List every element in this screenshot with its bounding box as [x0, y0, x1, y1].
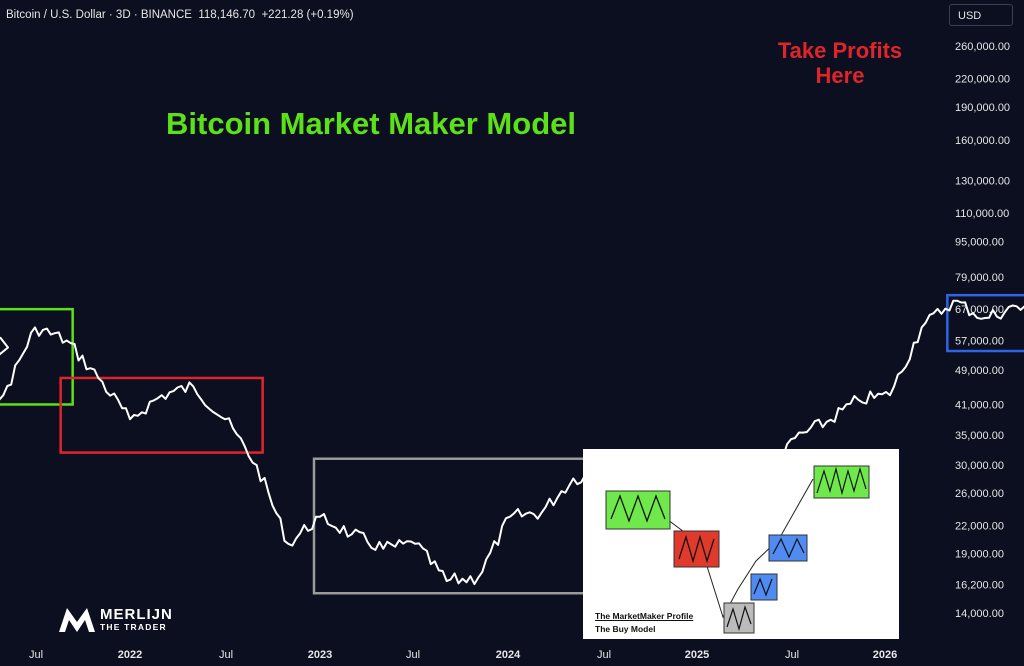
inset-blue-box-2 — [768, 534, 808, 562]
symbol-name: Bitcoin / U.S. Dollar · 3D · BINANCE — [6, 9, 192, 21]
y-tick-label: 260,000.00 — [955, 41, 1010, 53]
inset-subtitle: The Buy Model — [595, 624, 656, 634]
marketmaker-profile-inset: The MarketMaker Profile The Buy Model — [583, 449, 899, 639]
logo-name: MERLIJN — [100, 606, 173, 623]
y-tick-label: 41,000.00 — [955, 399, 1004, 411]
y-tick-label: 26,000.00 — [955, 488, 1004, 500]
x-tick-label: 2023 — [308, 649, 332, 661]
y-tick-label: 22,000.00 — [955, 520, 1004, 532]
y-tick-label: 57,000.00 — [955, 336, 1004, 348]
take-profits-line1: Take Profits — [777, 38, 903, 63]
x-tick-label: 2025 — [685, 649, 709, 661]
currency-button[interactable]: USD — [949, 4, 1013, 26]
inset-green-box-left — [605, 490, 671, 530]
x-tick-label: Jul — [219, 649, 233, 661]
symbol-header: Bitcoin / U.S. Dollar · 3D · BINANCE 118… — [6, 9, 354, 21]
take-profits-line2: Here — [815, 63, 865, 88]
y-tick-label: 95,000.00 — [955, 236, 1004, 248]
inset-blue-box-1 — [750, 573, 778, 601]
y-tick-label: 79,000.00 — [955, 272, 1004, 284]
red-range-box — [59, 376, 264, 454]
y-tick-label: 30,000.00 — [955, 460, 1004, 472]
y-tick-label: 130,000.00 — [955, 176, 1010, 188]
x-tick-label: 2026 — [873, 649, 897, 661]
x-tick-label: Jul — [597, 649, 611, 661]
y-tick-label: 110,000.00 — [955, 208, 1009, 220]
price-change: +221.28 (+0.19%) — [261, 9, 354, 21]
y-tick-label: 14,000.00 — [955, 608, 1004, 620]
y-tick-label: 160,000.00 — [955, 135, 1010, 147]
y-tick-label: 190,000.00 — [955, 102, 1010, 114]
chart-title: Bitcoin Market Maker Model — [166, 106, 576, 141]
buy-model-diagram — [605, 465, 870, 634]
blue-range-box — [946, 293, 1024, 353]
x-tick-label: 2024 — [496, 649, 521, 661]
x-tick-label: Jul — [29, 649, 43, 661]
y-tick-label: 220,000.00 — [955, 73, 1010, 85]
y-tick-label: 19,000.00 — [955, 549, 1004, 561]
merlijn-logo-icon — [59, 608, 95, 632]
y-tick-label: 49,000.00 — [955, 365, 1004, 377]
green-range-box — [0, 307, 74, 406]
last-price: 118,146.70 — [198, 9, 256, 21]
x-tick-label: Jul — [406, 649, 420, 661]
x-tick-label: 2022 — [118, 649, 142, 661]
inset-title: The MarketMaker Profile — [595, 611, 694, 621]
logo-subtitle: THE TRADER — [100, 622, 167, 632]
x-tick-label: Jul — [785, 649, 799, 661]
y-tick-label: 35,000.00 — [955, 430, 1004, 442]
take-profits-label: Take Profits Here — [740, 38, 940, 88]
y-tick-label: 16,200.00 — [955, 580, 1004, 592]
